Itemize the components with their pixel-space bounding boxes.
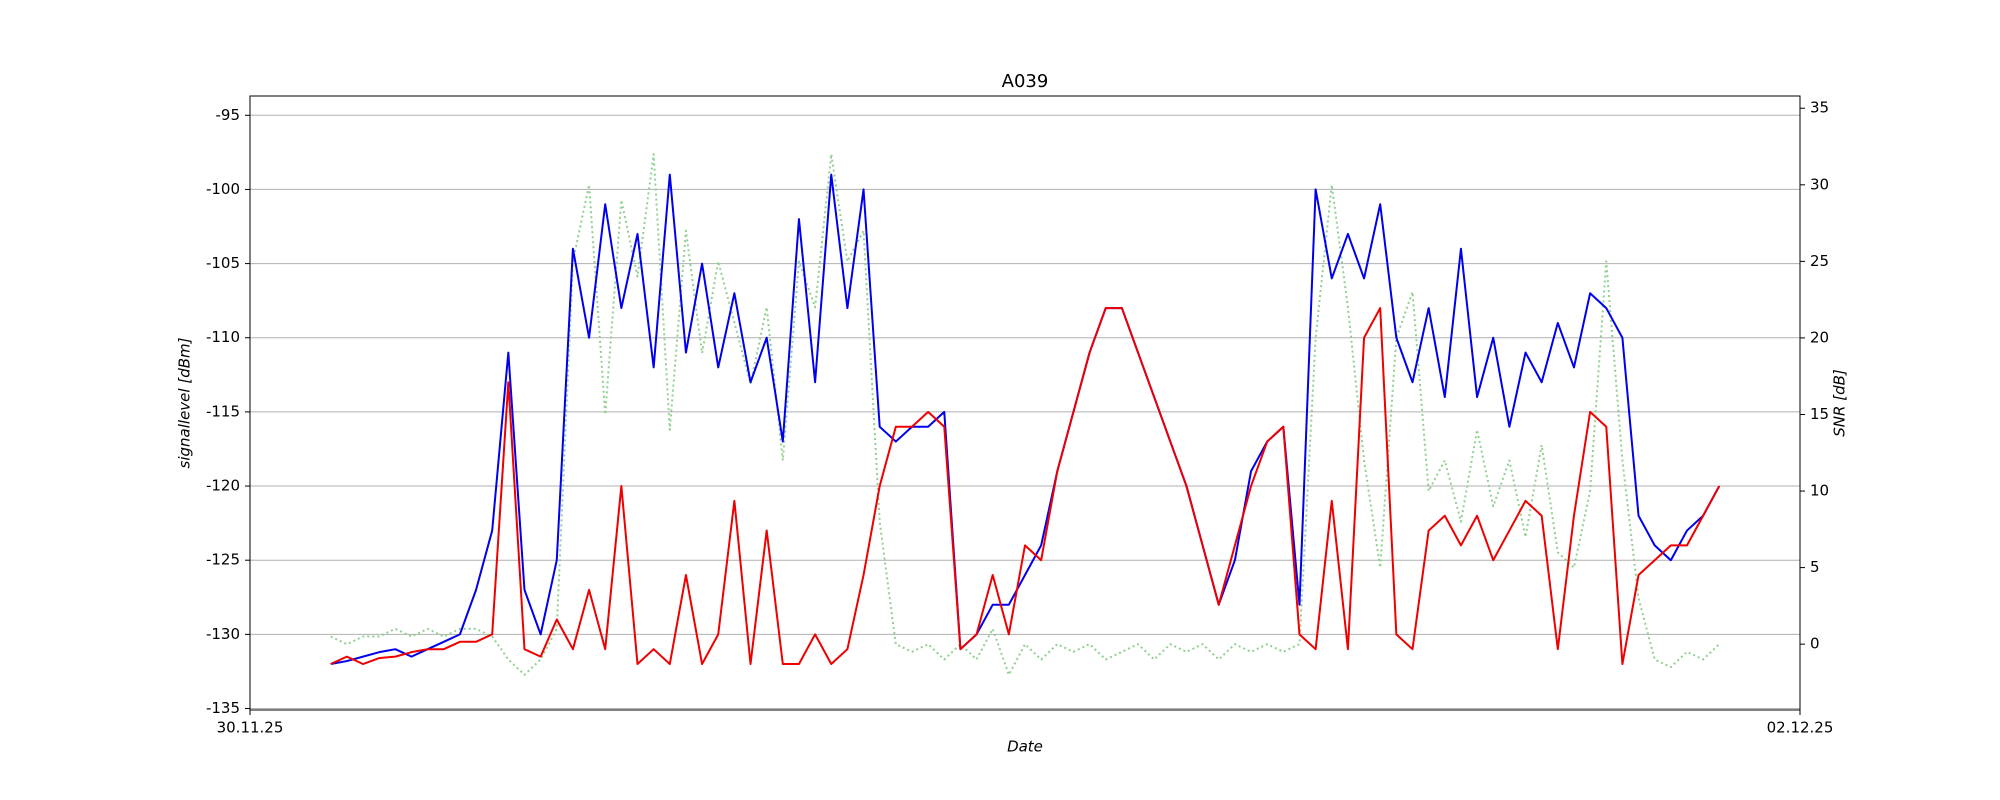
y2-tick-label: 0 — [1810, 635, 1820, 653]
y2-tick-label: 30 — [1810, 175, 1829, 193]
y-tick-label: -130 — [206, 625, 240, 643]
y-tick-label: -120 — [206, 477, 240, 495]
y-tick-label: -115 — [206, 402, 240, 420]
y-tick-label: -105 — [206, 254, 240, 272]
x-axis-label: Date — [1007, 738, 1043, 756]
chart-title: A039 — [1002, 71, 1049, 92]
y2-tick-label: 10 — [1810, 482, 1829, 500]
x-tick-label: 02.12.25 — [1767, 719, 1834, 737]
y-axis-label: signallevel [dBm] — [176, 337, 194, 468]
y2-tick-label: 35 — [1810, 99, 1829, 117]
y-tick-label: -110 — [206, 328, 240, 346]
x-tick-label: 30.11.25 — [217, 719, 284, 737]
plot-frame — [249, 95, 1801, 711]
y2-tick-label: 15 — [1810, 405, 1829, 423]
series-line — [330, 153, 1720, 676]
y2-tick-label: 5 — [1810, 558, 1820, 576]
y-tick-label: -125 — [206, 551, 240, 569]
y2-axis-label: SNR [dB] — [1831, 369, 1849, 437]
series-line — [330, 173, 1721, 666]
y2-tick-label: 25 — [1810, 252, 1829, 270]
y-tick-label: -100 — [206, 180, 240, 198]
y-tick-label: -95 — [216, 106, 241, 124]
series-line — [330, 307, 1721, 666]
y-tick-label: -135 — [206, 699, 240, 717]
y2-tick-label: 20 — [1810, 328, 1829, 346]
